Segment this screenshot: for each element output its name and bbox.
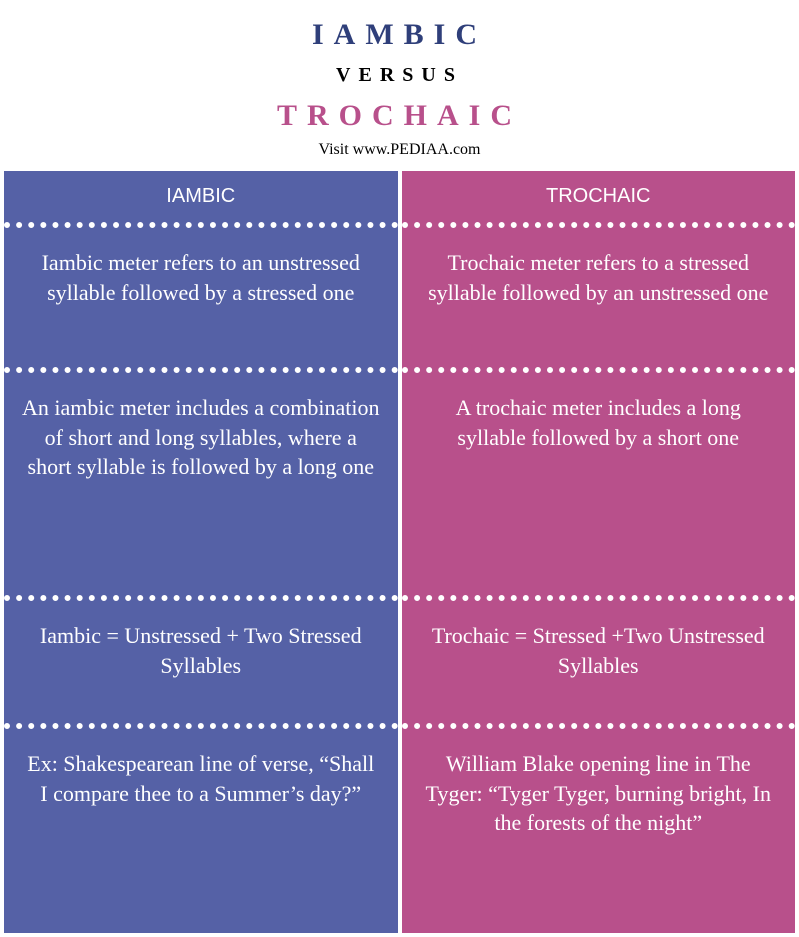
title-iambic: IAMBIC (0, 18, 799, 52)
header-section: IAMBIC VERSUS TROCHAIC Visit www.PEDIAA.… (0, 0, 799, 167)
title-trochaic: TROCHAIC (0, 99, 799, 133)
right-cell-2: A trochaic meter includes a long syllabl… (402, 367, 796, 595)
left-cell-4-text: Ex: Shakespearean line of verse, “Shall … (22, 749, 380, 808)
left-cell-3-text: Iambic = Unstressed + Two Stressed Sylla… (22, 621, 380, 680)
left-cell-1-text: Iambic meter refers to an unstressed syl… (22, 248, 380, 307)
left-cell-2: An iambic meter includes a combination o… (4, 367, 398, 595)
left-cell-1: Iambic meter refers to an unstressed syl… (4, 222, 398, 367)
right-cell-1: Trochaic meter refers to a stressed syll… (402, 222, 796, 367)
right-cell-3: Trochaic = Stressed +Two Unstressed Syll… (402, 595, 796, 723)
left-cell-2-text: An iambic meter includes a combination o… (22, 393, 380, 482)
left-cell-3: Iambic = Unstressed + Two Stressed Sylla… (4, 595, 398, 723)
comparison-columns: IAMBIC Iambic meter refers to an unstres… (0, 167, 799, 937)
left-cell-4: Ex: Shakespearean line of verse, “Shall … (4, 723, 398, 897)
right-cell-4-text: William Blake opening line in The Tyger:… (420, 749, 778, 838)
right-cell-3-text: Trochaic = Stressed +Two Unstressed Syll… (420, 621, 778, 680)
infographic-container: IAMBIC VERSUS TROCHAIC Visit www.PEDIAA.… (0, 0, 799, 937)
right-cell-1-text: Trochaic meter refers to a stressed syll… (420, 248, 778, 307)
left-column-header: IAMBIC (4, 171, 398, 222)
right-cell-2-text: A trochaic meter includes a long syllabl… (420, 393, 778, 452)
versus-text: VERSUS (0, 64, 799, 87)
right-cell-4: William Blake opening line in The Tyger:… (402, 723, 796, 897)
visit-text: Visit www.PEDIAA.com (0, 141, 799, 159)
right-column-header: TROCHAIC (402, 171, 796, 222)
left-column: IAMBIC Iambic meter refers to an unstres… (4, 171, 398, 933)
right-column: TROCHAIC Trochaic meter refers to a stre… (402, 171, 796, 933)
